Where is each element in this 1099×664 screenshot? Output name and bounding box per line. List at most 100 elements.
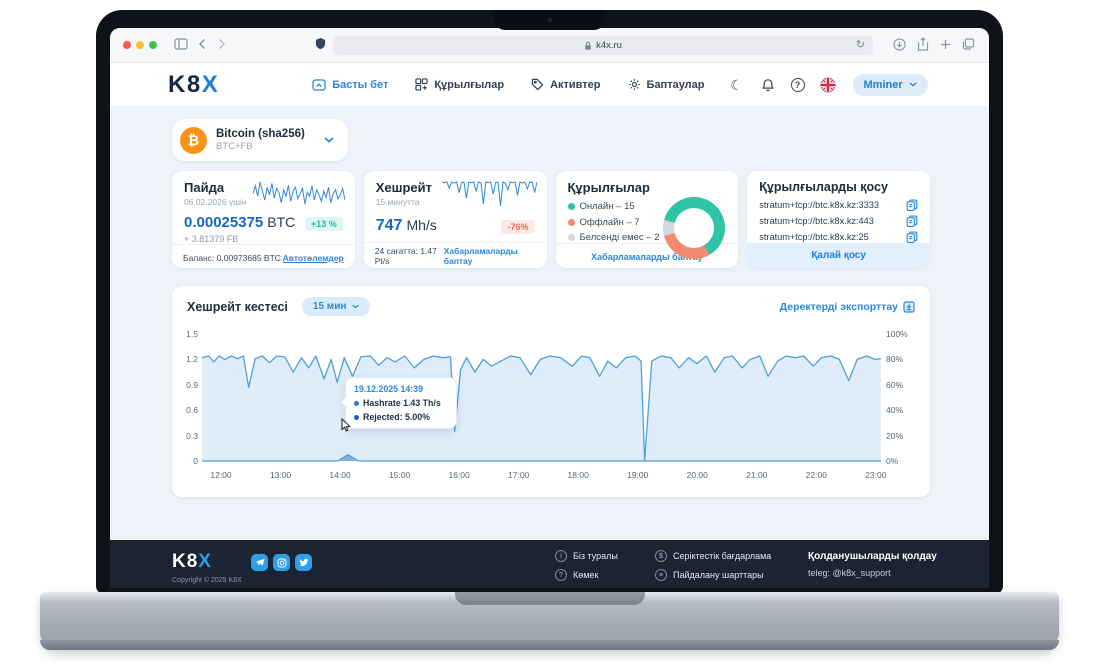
legend-item-inactive: Белсенді емес – 2 (567, 232, 727, 243)
y-axis-tick: 0.9 (186, 380, 198, 390)
header-icon-group: ☾ ? (729, 77, 836, 93)
connect-devices-card: Құрылғыларды қосу stratum+tcp://btc.k8x.… (747, 171, 930, 268)
coin-pair: BTC+FB (216, 141, 253, 152)
tab-overview-icon[interactable] (962, 38, 975, 50)
legend-item-offline: Оффлайн – 7 (567, 217, 727, 228)
chevron-down-icon (909, 82, 917, 87)
main-nav: Басты бет Құрылғылар Активтер Баптаулар (312, 78, 705, 91)
support-title: Қолданушыларды қолдау (808, 551, 937, 562)
nav-item-devices[interactable]: Құрылғылар (415, 78, 504, 91)
reload-icon[interactable]: ↻ (855, 39, 865, 51)
user-menu-button[interactable]: Mminer (852, 73, 928, 96)
devices-donut-chart (663, 197, 726, 259)
stratum-row: stratum+tcp://btc.k8x.kz:443 (759, 215, 918, 227)
terms-link[interactable]: ≡ Пайдалану шарттары (655, 569, 771, 581)
export-data-link[interactable]: Деректерді экспорттау (780, 301, 915, 313)
copy-icon[interactable] (906, 231, 918, 243)
hashrate-unit: Mh/s (406, 217, 437, 233)
language-flag-icon[interactable] (820, 77, 836, 93)
inactive-dot (567, 234, 575, 241)
mouse-cursor-icon (341, 418, 352, 432)
hashrate-chart-card: Хешрейт кестесі 15 мин Деректерді экспор… (172, 286, 930, 497)
daily-hashrate-label: 24 сағатта: 1.47 Pt/s (374, 245, 437, 266)
online-dot (567, 203, 575, 210)
y-axis-tick-right: 100% (886, 329, 908, 339)
nav-item-assets[interactable]: Активтер (531, 78, 601, 91)
zoom-window-button[interactable] (149, 41, 157, 49)
y-axis-tick: 0.6 (186, 405, 198, 415)
question-icon: ? (555, 569, 567, 581)
y-axis-tick-right: 40% (886, 405, 904, 415)
camera-notch (494, 10, 605, 30)
laptop-screen: k4x.ru ↻ K8X Басты бет (110, 28, 989, 588)
address-bar[interactable]: k4x.ru ↻ (333, 36, 873, 55)
hashrate-period: 15 минутта (375, 197, 420, 207)
hashrate-dot (354, 400, 359, 406)
social-links (251, 554, 312, 571)
chevron-down-icon (352, 304, 360, 309)
devices-card: Құрылғылар Онлайн – 15 Оффлайн – 7 Белсе… (555, 171, 739, 268)
dashboard-main: ₿ Bitcoin (sha256) BTC+FB Пайда 06.02.20… (110, 106, 989, 540)
downloads-icon[interactable] (893, 37, 906, 51)
footer-links-column-1: i Біз туралы ? Көмек (555, 550, 618, 581)
devices-legend: Онлайн – 15 Оффлайн – 7 Белсенді емес – … (567, 201, 727, 243)
rejected-dot (354, 414, 359, 420)
share-icon[interactable] (917, 37, 929, 51)
nav-item-settings[interactable]: Баптаулар (628, 78, 705, 91)
hashrate-sparkline (441, 181, 537, 207)
devices-icon (415, 78, 429, 91)
chart-plot-area[interactable]: 1.5 1.2 0.9 0.6 0.3 0 100% 80% 60% 40% 2… (172, 318, 930, 492)
devices-notifications-link[interactable]: Хабарламаларды баптау (591, 251, 703, 262)
instagram-icon[interactable] (273, 554, 290, 571)
site-page: K8X Басты бет Құрылғылар Активтер (110, 63, 989, 588)
y-axis-tick-right: 60% (886, 380, 904, 390)
new-tab-icon[interactable] (940, 39, 951, 50)
browser-chrome: k4x.ru ↻ (110, 28, 989, 63)
y-axis-tick-right: 80% (886, 354, 904, 364)
how-to-connect-button[interactable]: Қалай қосу (747, 243, 930, 268)
back-button[interactable] (198, 38, 206, 50)
support-contact[interactable]: teleg: @k8x_support (808, 568, 891, 578)
tooltip-timestamp: 19.12.2025 14:39 (354, 384, 423, 394)
export-icon (903, 300, 915, 313)
y-axis-tick: 0.3 (186, 431, 198, 441)
autopayments-link[interactable]: Автотөлемдер (282, 252, 344, 263)
coin-selector[interactable]: ₿ Bitcoin (sha256) BTC+FB (172, 119, 348, 161)
minimize-window-button[interactable] (136, 41, 144, 49)
tooltip-rejected-row: Rejected: 5.00% (354, 412, 448, 422)
hashrate-change-badge: -76% (501, 220, 535, 234)
copy-icon[interactable] (906, 215, 918, 227)
window-controls[interactable] (123, 41, 157, 49)
banknote-icon: $ (655, 550, 667, 562)
about-link[interactable]: i Біз туралы (555, 550, 618, 562)
hashrate-title: Хешрейт (375, 180, 433, 195)
notifications-settings-link[interactable]: Хабарламаларды баптау (443, 245, 518, 266)
shield-icon[interactable] (315, 37, 326, 50)
help-icon[interactable]: ? (790, 77, 805, 92)
twitter-icon[interactable] (295, 554, 312, 571)
sidebar-toggle-icon[interactable] (174, 38, 188, 50)
footer-support-column: Қолданушыларды қолдау teleg: @k8x_suppor… (808, 551, 937, 578)
notifications-bell-icon[interactable] (760, 77, 776, 93)
profit-date: 06.02.2026 үшін (184, 197, 247, 207)
period-dropdown[interactable]: 15 мин (301, 297, 371, 316)
webcam-dot (546, 17, 553, 23)
stratum-url-3: stratum+tcp://btc.k8x.kz:25 (759, 232, 869, 242)
home-icon (312, 78, 326, 91)
hashrate-area-chart (202, 355, 881, 462)
k8x-logo[interactable]: K8X (168, 70, 220, 98)
y-axis-tick-right: 0% (886, 456, 899, 466)
telegram-icon[interactable] (251, 554, 268, 571)
copy-icon[interactable] (906, 199, 918, 211)
help-link[interactable]: ? Көмек (555, 569, 618, 581)
profit-secondary: + 3.81379 FB (184, 234, 239, 244)
close-window-button[interactable] (123, 41, 131, 49)
partner-program-link[interactable]: $ Серіктестік бағдарлама (655, 550, 771, 562)
hashrate-value: 747 (375, 217, 403, 234)
dark-mode-icon[interactable]: ☾ (730, 76, 743, 93)
bitcoin-icon: ₿ (180, 126, 207, 154)
forward-button[interactable] (218, 38, 226, 50)
footer-logo[interactable]: K8X (172, 551, 212, 572)
nav-item-home[interactable]: Басты бет (312, 79, 388, 91)
stat-cards-row: Пайда 06.02.2026 үшін 0.00025375 BTC +13… (172, 171, 930, 268)
